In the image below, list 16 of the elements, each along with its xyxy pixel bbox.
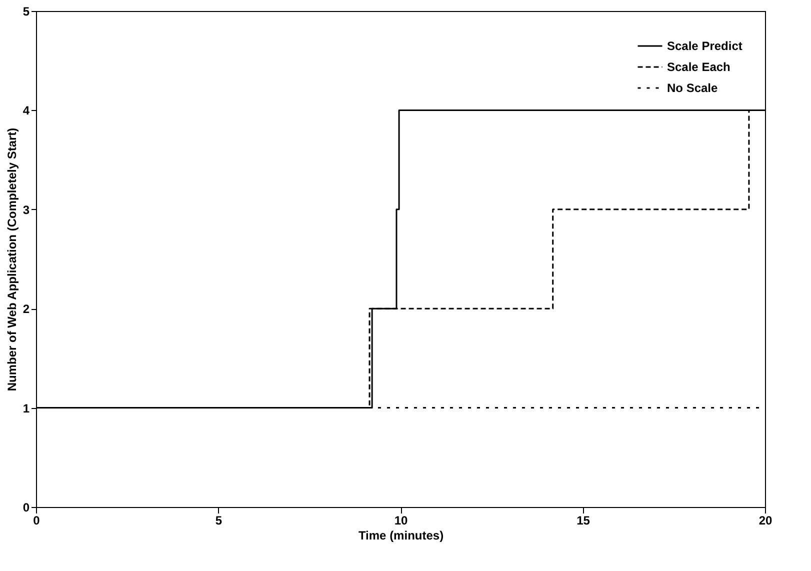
x-tick-label: 15 <box>576 514 590 528</box>
legend-label: No Scale <box>667 81 718 95</box>
legend-label: Scale Each <box>667 60 730 74</box>
y-axis-title: Number of Web Application (Completely Start) <box>4 128 19 392</box>
y-tick-label: 4 <box>22 104 30 118</box>
y-tick-label: 2 <box>22 302 30 316</box>
y-tick-label: 3 <box>22 202 30 217</box>
x-axis-title: Time (minutes) <box>358 528 444 542</box>
y-tick-label: 5 <box>22 4 30 18</box>
y-tick-label: 0 <box>22 500 30 514</box>
x-tick-label: 5 <box>215 514 222 528</box>
legend-label: Scale Predict <box>667 39 742 53</box>
y-tick-label: 1 <box>22 401 30 416</box>
x-tick-label: 0 <box>33 514 40 528</box>
x-tick-label: 10 <box>394 514 408 528</box>
x-tick-label: 20 <box>758 514 772 528</box>
